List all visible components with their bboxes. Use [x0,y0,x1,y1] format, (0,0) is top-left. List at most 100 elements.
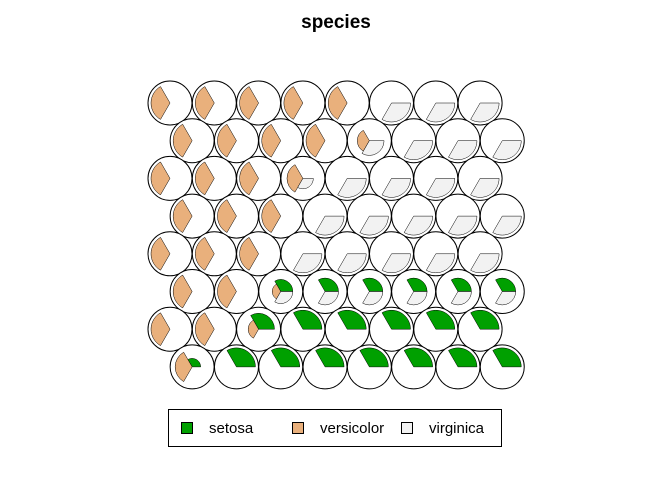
fan-segment-virginica [381,178,411,198]
som-unit [413,80,459,126]
fan-segment-virginica [448,140,478,160]
som-unit [346,118,392,164]
fan-segment-setosa [470,309,500,330]
fan-segment-versicolor [217,199,237,233]
legend-swatch-setosa [181,422,193,434]
som-unit [324,155,370,201]
som-unit [435,118,481,164]
som-unit [191,306,237,352]
som-unit [413,306,459,352]
legend-label-setosa: setosa [209,419,254,437]
som-unit [413,231,459,277]
som-unit [213,344,259,390]
fan-segment-versicolor [195,161,215,196]
som-unit [324,231,370,277]
fan-segment-versicolor [195,237,215,271]
fan-segment-setosa [425,309,456,330]
fan-segment-versicolor [217,123,237,158]
fan-segment-setosa [317,277,339,292]
fan-segment-versicolor [328,86,348,120]
fan-segment-versicolor [305,123,326,158]
fan-segment-virginica [470,253,500,274]
som-unit [147,231,193,277]
legend-item-versicolor: versicolor [292,419,385,437]
legend-item-virginica: virginica [401,419,485,437]
fan-segment-versicolor [150,161,171,196]
fan-segment-virginica [381,253,411,274]
fan-segment-versicolor [217,274,237,309]
fan-segment-virginica [492,215,522,236]
fan-segment-versicolor [150,237,171,271]
som-unit [435,193,481,239]
som-unit [280,231,326,277]
som-unit [479,344,525,390]
legend-swatch-virginica [401,422,413,434]
legend-label-versicolor: versicolor [320,419,385,437]
som-unit [369,155,414,201]
fan-segment-versicolor [283,86,304,120]
fan-segment-virginica [470,178,500,198]
som-unit [457,306,503,352]
fan-segment-setosa [362,277,384,292]
som-unit [258,269,304,314]
fan-segment-versicolor [261,123,282,158]
som-unit [258,118,304,164]
fan-segment-versicolor [261,199,282,233]
som-unit [191,80,237,126]
fan-segment-versicolor [195,86,215,120]
som-unit [324,306,370,352]
som-unit [369,231,414,277]
fan-segment-virginica [381,102,411,123]
fan-segment-setosa [293,309,323,330]
fan-segment-setosa [337,309,367,330]
fan-segment-setosa [250,313,275,330]
som-unit [236,306,282,352]
fan-segment-versicolor [195,312,215,346]
som-unit [147,80,193,126]
fan-segment-virginica [470,102,500,123]
fan-segment-versicolor [172,123,193,158]
som-unit [457,231,503,277]
som-unit [435,269,481,314]
som-unit [479,193,525,239]
fan-segment-virginica [315,215,345,236]
legend-label-virginica: virginica [429,419,485,437]
som-unit [457,80,503,126]
fan-segment-setosa [492,347,522,368]
fan-segment-versicolor [150,86,171,120]
fan-segment-setosa [270,347,301,368]
fan-segment-virginica [406,291,428,306]
fan-segment-virginica [425,178,456,198]
fan-segment-virginica [450,291,472,306]
fan-segment-versicolor [357,129,370,152]
fan-segment-versicolor [150,312,171,346]
fan-segment-virginica [293,253,323,274]
som-unit [391,118,437,164]
som-unit [369,80,414,126]
som-unit [236,80,282,126]
fan-segment-setosa [448,347,478,368]
som-unit [280,155,326,201]
som-unit [324,80,370,126]
som-unit [346,269,392,314]
fan-segment-virginica [361,140,385,156]
som-unit [369,306,414,352]
fan-segment-virginica [425,102,456,123]
fan-segment-versicolor [248,319,259,339]
fan-segment-virginica [425,253,456,274]
legend-swatch-versicolor [292,422,304,434]
som-unit [391,269,437,314]
som-unit [169,193,215,239]
som-unit [280,80,326,126]
som-unit [391,193,437,239]
fan-segment-setosa [381,309,411,330]
fan-segment-setosa [450,277,472,292]
fan-segment-virginica [297,178,314,190]
fan-segment-virginica [317,291,339,306]
som-unit [435,344,481,390]
chart-title: species [301,12,371,33]
fan-segment-virginica [403,215,433,236]
fan-segment-versicolor [239,161,259,196]
som-unit [213,269,259,314]
fan-segment-virginica [359,215,389,236]
